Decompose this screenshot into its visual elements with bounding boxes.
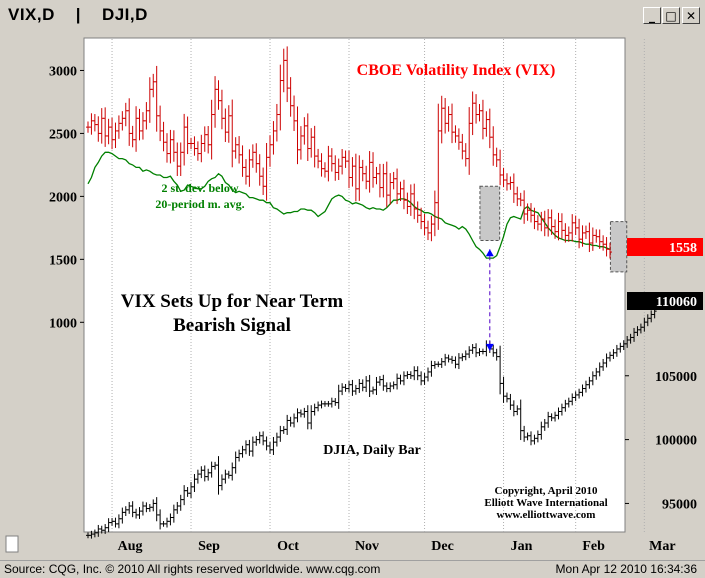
signal-arrow-head-up [485,249,494,257]
month-tick-label: Oct [277,539,299,554]
band-label-1: 2 st. dev. below [161,181,238,195]
djia-tick-label: 100000 [655,434,697,449]
month-axis: AugSepOctNovDecJanFebMarApr [118,539,676,554]
signal-title-1: VIX Sets Up for Near Term [121,291,344,312]
vix-bar [608,242,612,259]
vix-tick-label: 1000 [49,316,77,331]
month-tick-label: Sep [198,539,220,554]
signal-box [609,221,628,273]
djia-last-value: 110060 [656,295,697,310]
status-source: Source: CQG, Inc. © 2010 All rights rese… [4,562,381,576]
scroll-handle[interactable] [5,535,19,553]
vix-band-line [87,151,611,259]
month-tick-label: Jan [511,539,533,554]
month-tick-label: Nov [355,539,379,554]
copyright-line-2: Elliott Wave International [484,497,607,509]
status-datetime: Mon Apr 12 2010 16:34:36 [555,562,697,576]
djia-label: DJIA, Daily Bar [323,443,421,458]
plot-area [83,37,626,533]
vix-last-value-badge: 1558 [627,238,703,256]
copyright-line-1: Copyright, April 2010 [495,485,598,497]
month-grid [111,39,645,532]
price-chart: 1000 1500 2000 2500 3000 95000 100000 105000 A… [0,32,705,560]
signal-arrow [485,249,494,351]
band-layer [87,151,611,259]
band-label-2: 20-period m. avg. [155,197,244,211]
signal-highlights [479,185,628,273]
vix-title: CBOE Volatility Index (VIX) [357,62,556,79]
vix-tick-label: 2500 [49,127,77,142]
signal-title-2: Bearish Signal [173,315,291,336]
djia-axis: 95000 100000 105000 [625,370,697,512]
month-tick-label: Feb [582,539,605,554]
minimize-button[interactable]: _ [643,7,661,24]
djia-tick-label: 95000 [662,497,697,512]
month-tick-label: Mar [649,539,675,554]
vix-bars [86,46,612,259]
window-title: VIX,D | DJI,D [8,5,148,24]
month-tick-label: Aug [118,539,143,554]
signal-box [479,185,501,241]
vix-last-value: 1558 [669,241,697,256]
month-tick-label: Dec [431,539,454,554]
maximize-button[interactable]: □ [662,7,680,24]
vix-tick-label: 2000 [49,190,77,205]
vix-axis: 1000 1500 2000 2500 3000 [49,64,84,331]
close-button[interactable]: ✕ [682,7,700,24]
djia-tick-label: 105000 [655,370,697,385]
vix-tick-label: 3000 [49,64,77,79]
djia-last-value-badge: 110060 [627,292,703,310]
copyright-line-3: www.elliottwave.com [497,509,596,521]
title-bar: VIX,D | DJI,D _ □ ✕ [0,0,705,33]
djia-bars [86,307,657,539]
status-bar: Source: CQG, Inc. © 2010 All rights rese… [0,560,705,578]
signal-arrow-head-down [485,343,494,351]
vix-tick-label: 1500 [49,253,77,268]
